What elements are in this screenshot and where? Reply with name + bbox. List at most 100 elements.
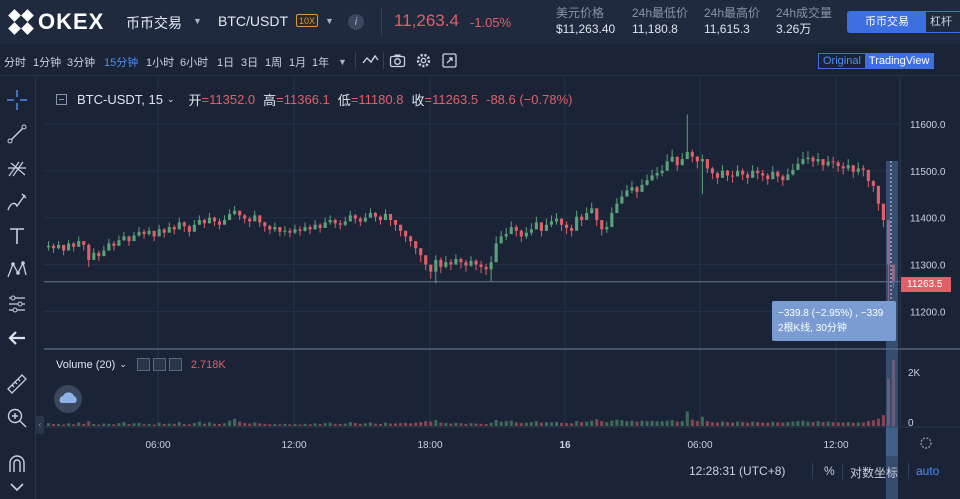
candlestick-chart[interactable]: 11600.0 11500.0 11400.0 11300.0 11200.0 2K 0 06… [44, 77, 960, 499]
volume-bar [137, 422, 141, 426]
crosshair-icon[interactable] [5, 88, 29, 112]
volume-legend: Volume (20) ⌄ 2.718K [56, 358, 226, 371]
candle-body [464, 262, 468, 266]
chevron-down-icon[interactable]: ▼ [193, 16, 202, 26]
interval-3m[interactable]: 3分钟 [67, 57, 96, 69]
volume-bar [152, 424, 156, 426]
candle-body [595, 208, 599, 221]
collapse-legend-icon[interactable] [56, 94, 67, 105]
interval-timeline[interactable]: 分时 [4, 57, 26, 69]
interval-1h[interactable]: 1小时 [146, 57, 175, 69]
cloud-icon[interactable] [54, 385, 82, 413]
ruler-icon[interactable] [5, 372, 29, 396]
volume-bar [700, 416, 704, 426]
info-icon[interactable]: i [348, 14, 364, 30]
log-scale-button[interactable]: 对数坐标 [850, 466, 899, 480]
candle-body [162, 229, 166, 233]
interval-toolbar: 分时 1分钟 3分钟 15分钟 1小时 6小时 1日 3日 1周 1月 1年 ▼ [0, 44, 960, 76]
volume-bar [112, 424, 116, 426]
candle-body [177, 222, 181, 230]
candle-body [228, 213, 232, 221]
chart-type-icon[interactable] [362, 52, 379, 69]
brush-icon[interactable] [5, 190, 29, 214]
close-icon[interactable] [168, 358, 182, 371]
chevron-down-icon[interactable]: ⌄ [119, 359, 127, 369]
auto-scale-button[interactable]: auto [916, 464, 940, 478]
candle-body [414, 241, 418, 249]
volume-bar [233, 418, 237, 426]
candle-body [383, 213, 388, 221]
candle-body [67, 243, 71, 251]
candle-body [444, 262, 448, 267]
view-tradingview-button[interactable]: TradingView [864, 54, 934, 68]
candle-body [866, 169, 870, 182]
pitchfork-icon[interactable] [5, 156, 29, 180]
tab-margin[interactable]: 杠杆 [930, 16, 952, 28]
interval-1y[interactable]: 1年 [312, 57, 330, 69]
volume-bar [197, 421, 201, 426]
candle-body [776, 171, 780, 177]
eye-icon[interactable] [136, 358, 150, 371]
candle-body [801, 159, 805, 164]
volume-bar [871, 420, 875, 426]
volume-bar [273, 424, 277, 426]
volume-bar [529, 422, 533, 426]
legend-open-label: 开 [188, 93, 202, 108]
volume-bar [806, 421, 810, 426]
back-arrow-icon[interactable] [5, 326, 29, 350]
candle-body [670, 156, 674, 162]
candle-body [494, 243, 498, 263]
candle-body [871, 181, 875, 186]
sidebar-collapse-tab[interactable]: ‹ [36, 416, 44, 434]
camera-icon[interactable] [389, 52, 406, 69]
candle-body [323, 222, 327, 229]
percent-scale-button[interactable]: % [824, 464, 835, 478]
candle-body [77, 241, 81, 247]
candle-body [700, 159, 704, 162]
interval-1w[interactable]: 1周 [265, 57, 283, 69]
candle-body [519, 230, 523, 237]
volume-bar [439, 422, 443, 426]
magnet-icon[interactable] [5, 452, 29, 476]
chevron-down-icon[interactable]: ▼ [338, 57, 347, 67]
tab-spot-trading[interactable]: 币币交易 [848, 12, 926, 32]
volume-bar [147, 423, 151, 426]
text-icon[interactable] [5, 224, 29, 248]
interval-1mo[interactable]: 1月 [289, 57, 307, 69]
fullscreen-icon[interactable] [441, 52, 458, 69]
pattern-icon[interactable] [5, 258, 29, 282]
interval-1m[interactable]: 1分钟 [33, 57, 62, 69]
interval-3d[interactable]: 3日 [241, 57, 259, 69]
candle-body [202, 220, 206, 224]
volume-bar [409, 423, 413, 426]
candle-body [655, 173, 659, 176]
nav-trade-menu[interactable]: 币币交易 [126, 15, 182, 31]
volume-bar [489, 422, 493, 426]
candle-body [811, 157, 815, 162]
chevron-down-icon[interactable]: ▼ [325, 16, 334, 26]
interval-15m[interactable]: 15分钟 [104, 57, 139, 69]
gear-icon[interactable] [415, 52, 432, 69]
interval-1d[interactable]: 1日 [217, 57, 235, 69]
volume-bar [776, 422, 780, 426]
volume-bar [313, 423, 317, 426]
interval-6h[interactable]: 6小时 [180, 57, 209, 69]
volume-bar [283, 423, 287, 426]
volume-bar [192, 423, 196, 426]
candle-body [514, 227, 518, 231]
chart-area[interactable]: 11600.0 11500.0 11400.0 11300.0 11200.0 2K 0 06… [44, 77, 960, 499]
stat-label: 美元价格 [556, 6, 605, 20]
chevron-down-icon[interactable]: ⌄ [166, 94, 175, 104]
pair-selector[interactable]: BTC/USDT [218, 13, 288, 29]
candle-body [549, 221, 554, 225]
forecast-icon[interactable] [5, 292, 29, 316]
volume-bar [509, 420, 513, 426]
okex-logo[interactable]: OKEX [8, 9, 104, 35]
time-tick-label: 06:00 [687, 440, 712, 451]
volume-bar [419, 422, 423, 426]
trend-line-icon[interactable] [5, 122, 29, 146]
zoom-in-icon[interactable] [5, 406, 29, 430]
settings-icon[interactable] [152, 358, 166, 371]
view-original-button[interactable]: Original [823, 55, 861, 67]
chevron-down-icon[interactable] [5, 476, 29, 499]
